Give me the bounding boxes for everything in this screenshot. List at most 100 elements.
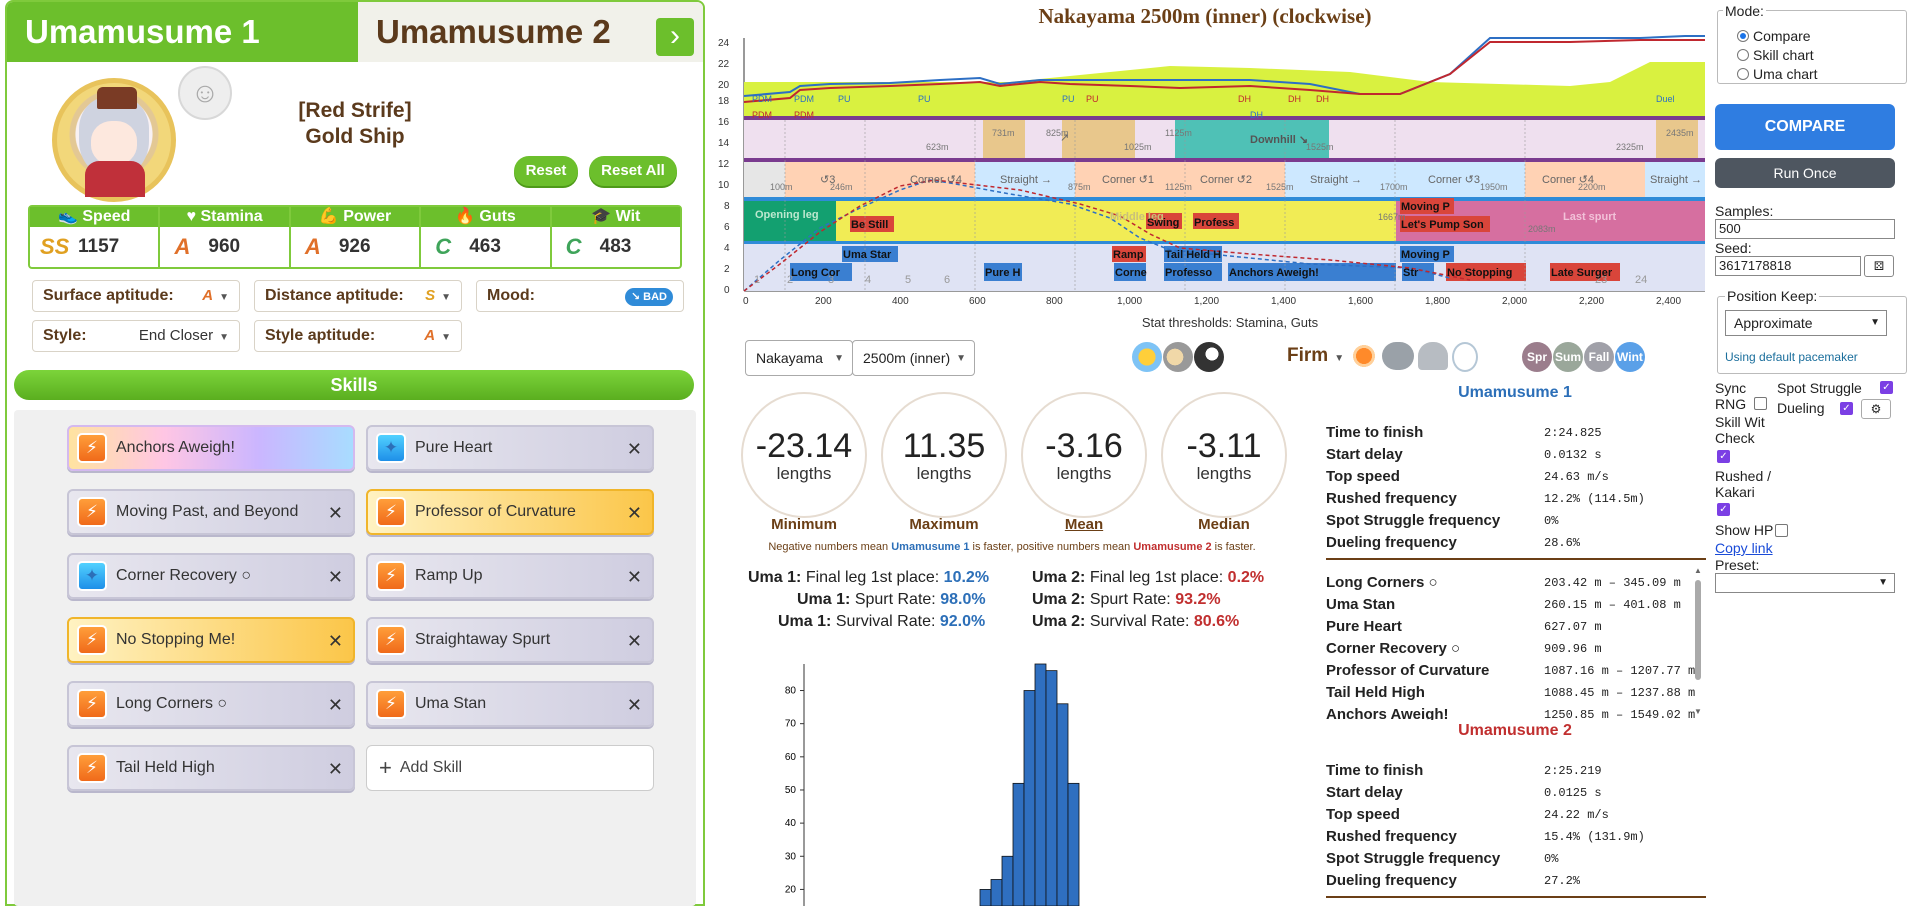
svg-text:Straight →: Straight → — [1310, 174, 1362, 186]
season-spring[interactable]: Spr — [1522, 342, 1552, 372]
rushed-checkbox[interactable]: ✓ — [1717, 503, 1730, 516]
run-once-button[interactable]: Run Once — [1715, 158, 1895, 188]
remove-skill-icon[interactable]: ✕ — [327, 567, 343, 587]
sync-rng-checkbox[interactable] — [1754, 397, 1767, 410]
skill-name: Anchors Aweigh! — [116, 439, 235, 456]
svg-text:825m: 825m — [1046, 128, 1069, 138]
evening-icon[interactable] — [1163, 342, 1193, 372]
skill-card[interactable]: ⚡ Professor of Curvature ✕ — [366, 489, 654, 535]
stat-guts-input[interactable]: 463 — [469, 236, 501, 257]
svg-text:6: 6 — [944, 274, 950, 286]
dueling-checkbox[interactable]: ✓ — [1840, 402, 1853, 415]
summary-unit: lengths — [1056, 464, 1112, 483]
skill-card[interactable]: ⚡ Long Corners ○ ✕ — [67, 681, 355, 727]
svg-text:Moving P: Moving P — [1401, 201, 1450, 213]
uma-portrait[interactable] — [52, 78, 176, 202]
snow-icon[interactable] — [1452, 342, 1478, 372]
uma2-stat-key: Top speed — [1326, 806, 1400, 823]
sunny-icon[interactable] — [1132, 342, 1162, 372]
remove-skill-icon[interactable]: ✕ — [327, 695, 343, 715]
skill-card[interactable]: ⚡ Ramp Up ✕ — [366, 553, 654, 599]
season-summer[interactable]: Sum — [1553, 342, 1583, 372]
mood-select[interactable]: Mood: ↘ BAD — [476, 280, 684, 312]
svg-text:DH: DH — [1288, 94, 1301, 104]
ground-select[interactable]: Firm ▼ — [1287, 345, 1345, 366]
mode-skill-chart-radio[interactable]: Skill chart — [1737, 47, 1814, 63]
skill-activation-row: Long Corners ○ 203.42 m – 345.09 m — [1326, 574, 1706, 596]
course-chart[interactable]: ↗ Downhill ↘ ↺3 Corner ↺4 Straight → Cor… — [710, 28, 1708, 328]
skill-card[interactable]: ⚡ Uma Stan ✕ — [366, 681, 654, 727]
gear-icon[interactable]: ⚙ — [1861, 399, 1891, 419]
uma2-spurt-rate: Uma 2: Spurt Rate: 93.2% — [1032, 591, 1221, 608]
style-select[interactable]: Style: End Closer ▼ — [32, 320, 240, 352]
remove-skill-icon[interactable]: ✕ — [626, 631, 642, 651]
y-tick: 12 — [718, 159, 730, 170]
skill-card[interactable]: ⚡ Tail Held High ✕ — [67, 745, 355, 791]
skill-card[interactable]: ⚡ Straightaway Spurt ✕ — [366, 617, 654, 663]
rain-icon[interactable] — [1418, 342, 1448, 370]
remove-skill-icon[interactable]: ✕ — [626, 695, 642, 715]
scrollbar[interactable]: ▲ ▼ — [1694, 566, 1702, 716]
track-select[interactable]: Nakayama ▼ — [745, 340, 853, 376]
skill-card[interactable]: ✦ Pure Heart ✕ — [366, 425, 654, 471]
svg-text:100m: 100m — [770, 182, 793, 192]
remove-skill-icon[interactable]: ✕ — [626, 503, 642, 523]
remove-skill-icon[interactable]: ✕ — [626, 567, 642, 587]
stat-power-input[interactable]: 926 — [338, 236, 371, 257]
position-keep-select[interactable]: Approximate ▼ — [1725, 310, 1887, 336]
remove-skill-icon[interactable]: ✕ — [327, 503, 343, 523]
tab-umamusume-2[interactable]: Umamusume 2 — [358, 2, 703, 62]
mode-uma-chart-radio[interactable]: Uma chart — [1737, 66, 1818, 82]
skill-card[interactable]: ⚡ Moving Past, and Beyond ✕ — [67, 489, 355, 535]
skill-card[interactable]: ✦ Corner Recovery ○ ✕ — [67, 553, 355, 599]
skill-card[interactable]: ⚡ No Stopping Me! ✕ — [67, 617, 355, 663]
copy-link[interactable]: Copy link — [1715, 540, 1773, 556]
seed-input[interactable]: 3617178818 — [1715, 256, 1861, 276]
scroll-thumb[interactable] — [1695, 580, 1701, 680]
svg-text:Professo: Professo — [1165, 267, 1212, 279]
scroll-up-icon[interactable]: ▲ — [1694, 566, 1702, 575]
sun-icon[interactable] — [1350, 342, 1378, 370]
support-slot-icon[interactable]: ☺ — [178, 66, 232, 120]
uma1-skill-activations[interactable]: Long Corners ○ 203.42 m – 345.09 m Uma Sta… — [1326, 574, 1706, 720]
skill-activation-range: 909.96 m — [1544, 642, 1602, 656]
skill-activation-range: 1250.85 m – 1549.02 m — [1544, 708, 1696, 720]
hist-y-tick-label: 60 — [785, 752, 797, 763]
surface-aptitude-select[interactable]: Surface aptitude: A ▼ — [32, 280, 240, 312]
season-winter[interactable]: Wint — [1615, 342, 1645, 372]
x-tick: 0 — [743, 296, 749, 307]
distance-select[interactable]: 2500m (inner) ▼ — [852, 340, 975, 376]
stat-speed-input[interactable]: 1157 — [78, 236, 120, 257]
reset-button[interactable]: Reset — [514, 156, 578, 186]
dice-icon[interactable]: ⚄ — [1864, 255, 1894, 277]
preset-select[interactable]: ▼ — [1715, 573, 1895, 593]
remove-skill-icon[interactable]: ✕ — [626, 439, 642, 459]
summary-mean-label[interactable]: Mean — [1064, 516, 1104, 533]
distance-aptitude-select[interactable]: Distance aptitude: S ▼ — [254, 280, 462, 312]
samples-input[interactable]: 500 — [1715, 219, 1895, 239]
remove-skill-icon[interactable]: ✕ — [327, 631, 343, 651]
skill-card[interactable]: ⚡ Anchors Aweigh! — [67, 425, 355, 471]
distance-aptitude-label: Distance aptitude: — [265, 287, 404, 304]
spot-struggle-checkbox[interactable]: ✓ — [1880, 381, 1893, 394]
skill-wit-checkbox[interactable]: ✓ — [1717, 450, 1730, 463]
stat-stamina-input[interactable]: 960 — [208, 236, 241, 257]
tab-umamusume-1[interactable]: Umamusume 1 — [7, 2, 358, 62]
add-skill-button[interactable]: + Add Skill — [366, 745, 654, 791]
season-fall[interactable]: Fall — [1584, 342, 1614, 372]
mode-compare-radio[interactable]: Compare — [1737, 28, 1811, 44]
cloudy-icon[interactable] — [1382, 342, 1414, 370]
scroll-down-icon[interactable]: ▼ — [1694, 707, 1702, 716]
skill-activation-range: 627.07 m — [1544, 620, 1602, 634]
compare-button[interactable]: COMPARE — [1715, 104, 1895, 150]
remove-skill-icon[interactable]: ✕ — [327, 759, 343, 779]
uma1-stat-key: Start delay — [1326, 446, 1403, 463]
uma1-stat-value: 0.0132 s — [1544, 448, 1602, 462]
reset-all-button[interactable]: Reset All — [589, 156, 677, 186]
show-hp-checkbox[interactable] — [1775, 524, 1788, 537]
style-aptitude-select[interactable]: Style aptitude: A ▼ — [254, 320, 462, 352]
y-tick: 24 — [718, 38, 730, 49]
stat-wit-input[interactable]: 483 — [599, 236, 632, 257]
chevron-right-icon[interactable]: › — [656, 18, 694, 56]
night-icon[interactable] — [1194, 342, 1224, 372]
